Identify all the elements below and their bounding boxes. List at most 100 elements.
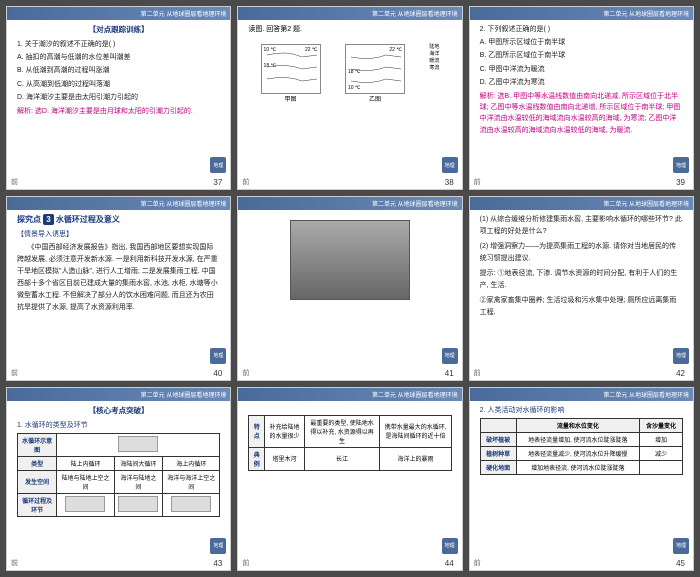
cell: 地表径流量增加, 使河流水位陡涨陡落 [516, 432, 639, 446]
explore-topic: 水循环过程及意义 [56, 215, 120, 224]
slide-37: 第二单元 从地球圈层看地理环境 【对点跟踪训练】 1. 关于潮汐的叙述不正确的是… [6, 6, 231, 190]
page-number: 42 [676, 369, 685, 378]
page-number: 43 [213, 559, 222, 568]
empty-header [480, 418, 516, 432]
corner-badge: 地理 [210, 348, 226, 364]
row-header: 类型 [18, 456, 57, 470]
cell [114, 493, 162, 516]
slide-header: 第二单元 从地球圈层看地理环境 [7, 197, 230, 210]
cell: 补充给陆地的水量很少 [265, 415, 304, 447]
table-row: 类型 陆上内循环 海陆间大循环 海上内循环 [18, 456, 220, 470]
cycle-table: 水循环示意图 类型 陆上内循环 海陆间大循环 海上内循环 发生空间 陆地与陆地上… [17, 433, 220, 517]
sub-title: 【情景导入诱思】 [17, 229, 220, 239]
table-row: 典例 塔里木河 长江 海洋上的暴雨 [249, 447, 451, 470]
cell: 海上内循环 [163, 456, 220, 470]
slide-header: 第二单元 从地球圈层看地理环境 [7, 388, 230, 401]
page-number: 44 [445, 559, 454, 568]
cell: 地表径流量减少, 使河流水位升降缓慢 [516, 446, 639, 460]
diagram-icon [171, 496, 211, 512]
impact-table: 流量和水位变化 含沙量变化 破坏植被 地表径流量增加, 使河流水位陡涨陡落 增加… [480, 418, 683, 475]
question-stem: 2. 下列叙述正确的是( ) [480, 24, 683, 35]
diagram-icon [118, 436, 158, 452]
feature-table: 特点 补充给陆地的水量很少 最重要的类型, 使陆地水得以补充, 水资源得以再生 … [248, 415, 451, 471]
page-nav[interactable]: 前 [474, 368, 481, 378]
mini-diagram: 10 ℃ 18 ℃ 22 ℃ [345, 44, 405, 94]
page-nav[interactable]: 前 [11, 177, 18, 187]
slide-header: 第二单元 从地球圈层看地理环境 [470, 388, 693, 401]
table-row: 流量和水位变化 含沙量变化 [480, 418, 682, 432]
row-header: 循环过程及环节 [18, 493, 57, 516]
page-number: 40 [213, 369, 222, 378]
question-list: 2. 下列叙述正确的是( ) A. 甲图所示区域位于南半球 B. 乙图所示区域位… [480, 24, 683, 136]
hint-2: ②家禽家畜集中圈养; 生活垃圾和污水集中处理; 厕所应远离集雨工程. [480, 295, 683, 319]
mini-diagram: 10 ℃ 18 ℃ 22 ℃ [261, 44, 321, 94]
page-nav[interactable]: 前 [474, 558, 481, 568]
page-number: 45 [676, 559, 685, 568]
cell: 塔里木河 [265, 447, 304, 470]
page-nav[interactable]: 前 [474, 177, 481, 187]
photo-placeholder [290, 220, 410, 300]
option-a: A. 甲图所示区域位于南半球 [480, 37, 683, 48]
page-nav[interactable]: 前 [242, 558, 249, 568]
cell: 陆地与陆地上空之间 [57, 470, 114, 493]
cell: 陆上内循环 [57, 456, 114, 470]
slide-40: 第二单元 从地球圈层看地理环境 探究点 3 水循环过程及意义 【情景导入诱思】 … [6, 196, 231, 380]
slide-39: 第二单元 从地球圈层看地理环境 2. 下列叙述正确的是( ) A. 甲图所示区域… [469, 6, 694, 190]
cell: 增加地表径流, 使河流水位陡涨陡落 [516, 460, 639, 474]
section-title: 【核心考点突破】 [17, 405, 220, 416]
table-row: 发生空间 陆地与陆地上空之间 海洋与陆地之间 海洋与海洋上空之间 [18, 470, 220, 493]
corner-badge: 地理 [442, 538, 458, 554]
slide-38: 第二单元 从地球圈层看地理环境 读图. 回答第2 题. 10 ℃ 18 ℃ 22… [237, 6, 462, 190]
slide-header: 第二单元 从地球圈层看地理环境 [470, 7, 693, 20]
hint-1: 提示: ①地表径流, 下渗. 调节水资源的时间分配, 有利于人们的生产, 生活. [480, 268, 683, 292]
slide-42: 第二单元 从地球圈层看地理环境 (1) 从综合缓维分析修建集雨水窖, 主要影响水… [469, 196, 694, 380]
page-number: 39 [676, 178, 685, 187]
page-nav[interactable]: 前 [242, 368, 249, 378]
legend-item: 寒流 [429, 65, 439, 72]
col-header: 含沙量变化 [640, 418, 683, 432]
table-title: 1. 水循环的类型及环节 [17, 420, 220, 430]
slide-header: 第二单元 从地球圈层看地理环境 [238, 388, 461, 401]
row-header: 发生空间 [18, 470, 57, 493]
body-text: 《中国西部经济发展报告》指出, 我国西部地区要想实现国际跨越发展, 必须注意开发… [17, 242, 220, 313]
option-a: A. 抽扣的高潮与低潮的水位差叫潮差 [17, 52, 220, 63]
explore-title: 探究点 3 水循环过程及意义 [17, 214, 220, 225]
option-c: C. 甲图中洋流为暖流 [480, 64, 683, 75]
table-row: 水循环示意图 [18, 433, 220, 456]
page-nav[interactable]: 前 [11, 368, 18, 378]
slide-45: 第二单元 从地球圈层看地理环境 2. 人类活动对水循环的影响 流量和水位变化 含… [469, 387, 694, 571]
explore-number: 3 [43, 214, 53, 225]
diagram-label: 乙图 [345, 94, 405, 103]
option-d: D. 海洋潮汐主要是由太阳引潮力引起的 [17, 92, 220, 103]
corner-badge: 地理 [210, 157, 226, 173]
diagram-cell [57, 433, 220, 456]
corner-badge: 地理 [210, 538, 226, 554]
slide-44: 第二单元 从地球圈层看地理环境 特点 补充给陆地的水量很少 最重要的类型, 使陆… [237, 387, 462, 571]
answer-text: 解析: 选B. 甲图中等水温线数值由南向北递减, 所示区域位于北半球; 乙图中等… [480, 91, 683, 136]
corner-badge: 地理 [442, 157, 458, 173]
question-1: (1) 从综合缓维分析修建集雨水窖, 主要影响水循环的哪些环节? 此项工程的好处… [480, 214, 683, 238]
option-c: C. 从高潮到低潮的过程叫落潮 [17, 79, 220, 90]
cell [163, 493, 220, 516]
page-nav[interactable]: 前 [242, 177, 249, 187]
diagram-container: 10 ℃ 18 ℃ 22 ℃ 甲图 10 ℃ 18 ℃ 22 ℃ [248, 44, 451, 103]
table-row: 循环过程及环节 [18, 493, 220, 516]
corner-badge: 地理 [673, 538, 689, 554]
page-number: 41 [445, 369, 454, 378]
table-title: 2. 人类活动对水循环的影响 [480, 405, 683, 415]
legend-item: 暖流 [429, 58, 439, 65]
row-header: 硬化地面 [480, 460, 516, 474]
legend-item: 海洋 [429, 51, 439, 58]
slide-header: 第二单元 从地球圈层看地理环境 [470, 197, 693, 210]
table-row: 破坏植被 地表径流量增加, 使河流水位陡涨陡落 增加 [480, 432, 682, 446]
answer-text: 解析: 选D. 海洋潮汐主要是由月球和太阳的引潮力引起的. [17, 106, 220, 117]
table-row: 植树种草 地表径流量减少, 使河流水位升降缓慢 减少 [480, 446, 682, 460]
slide-43: 第二单元 从地球圈层看地理环境 【核心考点突破】 1. 水循环的类型及环节 水循… [6, 387, 231, 571]
diagram-icon [65, 496, 105, 512]
diagram-icon [118, 496, 158, 512]
legend-item: 陆地 [429, 44, 439, 51]
cell: 减少 [640, 446, 683, 460]
page-number: 38 [445, 178, 454, 187]
page-nav[interactable]: 前 [11, 558, 18, 568]
option-d: D. 乙图中洋流为寒流 [480, 77, 683, 88]
